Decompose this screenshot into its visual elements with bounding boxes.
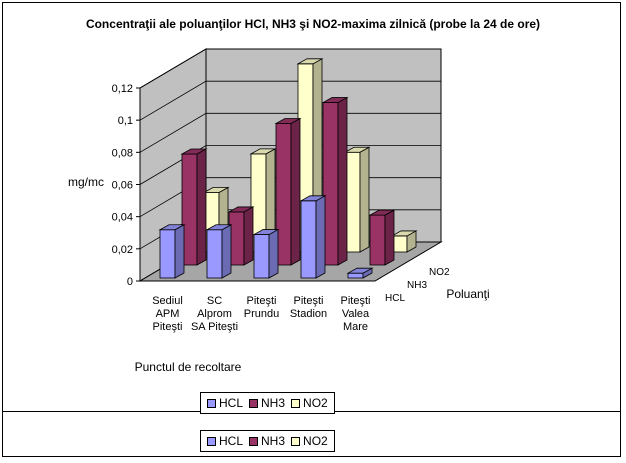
bar-nh3 [321, 96, 349, 266]
bar-top [343, 146, 371, 153]
legend-swatch [249, 436, 259, 446]
series-axis-label: HCL [385, 293, 405, 304]
y-axis-title: mg/mc [68, 175, 104, 189]
legend-swatch [249, 398, 259, 408]
bar-side [196, 148, 207, 266]
bar-nh3 [180, 148, 208, 266]
bar-front [300, 200, 317, 279]
y-tick-label: 0,04 [112, 212, 133, 224]
bar-no2 [390, 230, 418, 253]
bar-top [346, 267, 374, 274]
bar-side [337, 96, 348, 266]
chart-title: Concentraţii ale poluanţilor HCl, NH3 şi… [86, 17, 540, 31]
y-tick-label: 0,1 [118, 115, 133, 127]
legend-item-no2: NO2 [291, 396, 328, 410]
bar-hcl [299, 195, 327, 279]
bar-top [205, 224, 233, 231]
bar-top [227, 206, 255, 213]
legend-label: NO2 [303, 396, 328, 410]
category-label: Piteşti Valea Mare [341, 295, 371, 333]
legend-label: NH3 [261, 434, 286, 448]
bar-side [243, 206, 254, 266]
category-label: Sediul APM Piteşti [152, 295, 183, 333]
bar-hcl [252, 228, 280, 279]
bar-hcl [158, 224, 186, 279]
legend-top: HCL NH3 NO2 [200, 392, 335, 414]
bar-front [369, 214, 386, 266]
bar-front [347, 272, 364, 279]
gridline [139, 80, 441, 121]
bar-side [290, 117, 301, 266]
category-label: Piteşti Stadion [290, 295, 327, 320]
y-tick-label: 0,02 [112, 244, 133, 256]
bar-top [180, 148, 208, 155]
bar-side [221, 224, 232, 279]
gridline [139, 145, 441, 185]
bar-top [249, 148, 277, 155]
gridline [139, 112, 441, 153]
legend-label: HCL [219, 396, 244, 410]
z-axis-title: Poluanţi [446, 287, 489, 301]
legend-bottom: HCL NH3 NO2 [200, 430, 335, 452]
y-tick-label: 0,12 [112, 83, 133, 95]
legend-label: NH3 [261, 396, 286, 410]
y-tick-label: 0,06 [112, 180, 133, 192]
series-axis-label: NH3 [407, 280, 427, 291]
bar-nh3 [368, 209, 396, 266]
category-label: Piteşti Prundu [244, 295, 279, 320]
x-axis-title: Punctul de recoltare [135, 360, 242, 374]
legend-swatch [207, 436, 216, 446]
bar-hcl [346, 267, 374, 279]
bar-front [206, 229, 223, 279]
category-label: SC Alprom SA Piteşti [191, 295, 238, 333]
series-axis-label: NO2 [429, 267, 450, 278]
y-tick-label: 0,08 [112, 147, 133, 159]
bar-top [299, 195, 327, 202]
legend-swatch [207, 398, 216, 408]
bar-nh3 [227, 206, 255, 266]
legend-swatch [291, 436, 301, 446]
bar-top [158, 224, 186, 231]
bar-side [315, 195, 326, 279]
y-tick-label: 0 [127, 276, 133, 288]
bar-top [274, 118, 302, 124]
legend-item-nh3: NH3 [249, 434, 285, 448]
bar-side [268, 228, 279, 279]
legend-item-no2: NO2 [291, 434, 328, 448]
bar-top [321, 97, 349, 103]
bar-top [252, 229, 280, 235]
legend-item-hcl: HCL [207, 396, 243, 410]
bar-hcl [205, 224, 233, 279]
bar-side [359, 146, 370, 253]
bar-top [202, 187, 230, 193]
legend-label: NO2 [303, 434, 328, 448]
bar-side [174, 224, 185, 279]
bar-nh3 [274, 117, 302, 266]
bar-no2 [343, 146, 371, 253]
legend-label: HCL [219, 434, 244, 448]
gridline [139, 48, 441, 89]
bar-side [384, 209, 395, 266]
legend-swatch [291, 398, 301, 408]
bar-top [390, 230, 418, 237]
bar-front [253, 234, 270, 279]
bar-top [368, 209, 396, 216]
legend-item-hcl: HCL [207, 434, 243, 448]
bar-top [296, 58, 324, 65]
bar-front [159, 229, 176, 279]
legend-item-nh3: NH3 [249, 396, 285, 410]
